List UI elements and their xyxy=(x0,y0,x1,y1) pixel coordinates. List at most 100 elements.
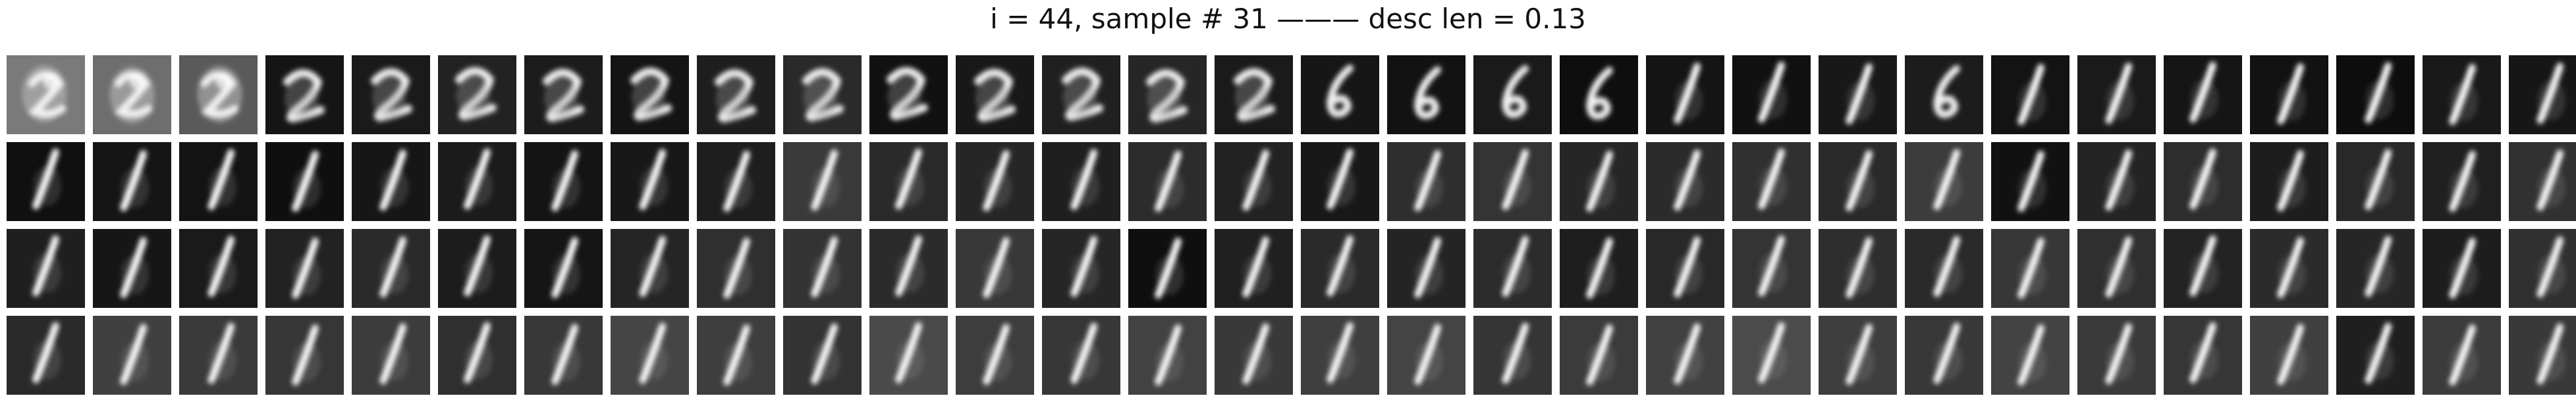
sample-thumbnail xyxy=(1905,55,1983,134)
sample-thumbnail xyxy=(1473,55,1552,134)
sample-thumbnail xyxy=(2164,142,2242,221)
sample-thumbnail xyxy=(1819,142,1897,221)
sample-thumbnail xyxy=(2336,142,2415,221)
sample-thumbnail xyxy=(1387,229,1466,308)
sample-thumbnail xyxy=(438,229,516,308)
sample-thumbnail xyxy=(783,142,862,221)
sample-thumbnail xyxy=(1732,316,1811,395)
sample-thumbnail xyxy=(352,229,430,308)
sample-thumbnail xyxy=(2077,229,2156,308)
sample-thumbnail xyxy=(1473,229,1552,308)
sample-thumbnail xyxy=(438,316,516,395)
sample-thumbnail xyxy=(1301,229,1379,308)
sample-thumbnail xyxy=(869,229,948,308)
sample-thumbnail xyxy=(1387,55,1466,134)
sample-thumbnail xyxy=(1301,55,1379,134)
sample-thumbnail xyxy=(1301,142,1379,221)
sample-thumbnail xyxy=(956,316,1034,395)
sample-thumbnail xyxy=(611,229,689,308)
sample-thumbnail xyxy=(1646,316,1724,395)
sample-thumbnail xyxy=(783,229,862,308)
sample-thumbnail xyxy=(1215,229,1293,308)
sample-thumbnail xyxy=(524,316,603,395)
sample-thumbnail xyxy=(352,55,430,134)
sample-thumbnail xyxy=(1128,316,1207,395)
sample-thumbnail xyxy=(2077,142,2156,221)
sample-thumbnail xyxy=(93,316,171,395)
sample-thumbnail xyxy=(1819,229,1897,308)
sample-thumbnail xyxy=(1905,229,1983,308)
sample-thumbnail xyxy=(2336,55,2415,134)
sample-thumbnail xyxy=(179,55,258,134)
sample-thumbnail xyxy=(697,142,775,221)
sample-thumbnail xyxy=(869,316,948,395)
sample-thumbnail xyxy=(7,55,85,134)
sample-thumbnail xyxy=(1301,316,1379,395)
sample-thumbnail xyxy=(1905,142,1983,221)
sample-thumbnail xyxy=(1905,316,1983,395)
sample-thumbnail xyxy=(438,55,516,134)
sample-thumbnail xyxy=(2423,316,2501,395)
sample-thumbnail xyxy=(1646,229,1724,308)
sample-thumbnail xyxy=(2336,229,2415,308)
sample-thumbnail xyxy=(1215,55,1293,134)
sample-thumbnail xyxy=(1473,142,1552,221)
sample-thumbnail xyxy=(1819,55,1897,134)
sample-thumbnail xyxy=(93,142,171,221)
sample-thumbnail xyxy=(2509,142,2576,221)
sample-thumbnail xyxy=(1732,55,1811,134)
sample-thumbnail xyxy=(1042,229,1120,308)
sample-thumbnail xyxy=(1042,142,1120,221)
sample-thumbnail xyxy=(611,142,689,221)
sample-thumbnail xyxy=(1128,229,1207,308)
sample-thumbnail xyxy=(2250,55,2328,134)
sample-thumbnail xyxy=(1560,316,1638,395)
sample-thumbnail xyxy=(2077,55,2156,134)
sample-thumbnail xyxy=(2423,142,2501,221)
sample-thumbnail xyxy=(956,229,1034,308)
sample-thumbnail xyxy=(1732,142,1811,221)
sample-thumbnail xyxy=(611,316,689,395)
sample-thumbnail xyxy=(1215,142,1293,221)
sample-thumbnail xyxy=(438,142,516,221)
sample-thumbnail xyxy=(1646,55,1724,134)
sample-thumbnail xyxy=(956,55,1034,134)
sample-thumbnail xyxy=(697,229,775,308)
sample-thumbnail xyxy=(179,142,258,221)
sample-thumbnail xyxy=(783,316,862,395)
sample-thumbnail xyxy=(265,55,344,134)
sample-thumbnail xyxy=(1991,142,2069,221)
sample-thumbnail xyxy=(869,55,948,134)
sample-thumbnail xyxy=(869,142,948,221)
sample-thumbnail xyxy=(1387,142,1466,221)
sample-thumbnail xyxy=(956,142,1034,221)
sample-thumbnail xyxy=(2077,316,2156,395)
sample-thumbnail xyxy=(1128,55,1207,134)
sample-thumbnail xyxy=(2509,229,2576,308)
sample-thumbnail xyxy=(2509,55,2576,134)
sample-thumbnail xyxy=(524,55,603,134)
sample-thumbnail xyxy=(1560,229,1638,308)
sample-thumbnail xyxy=(7,229,85,308)
sample-thumbnail xyxy=(7,142,85,221)
sample-thumbnail xyxy=(1732,229,1811,308)
sample-thumbnail xyxy=(1991,55,2069,134)
sample-thumbnail xyxy=(352,316,430,395)
sample-thumbnail xyxy=(1128,142,1207,221)
sample-thumbnail xyxy=(1560,142,1638,221)
sample-thumbnail xyxy=(524,229,603,308)
sample-thumbnail xyxy=(179,229,258,308)
sample-thumbnail xyxy=(93,229,171,308)
sample-thumbnail xyxy=(2164,229,2242,308)
sample-thumbnail xyxy=(179,316,258,395)
sample-thumbnail xyxy=(524,142,603,221)
sample-thumbnail xyxy=(1991,229,2069,308)
sample-thumbnail xyxy=(2423,229,2501,308)
sample-thumbnail xyxy=(93,55,171,134)
sample-thumbnail xyxy=(2509,316,2576,395)
sample-thumbnail xyxy=(7,316,85,395)
sample-thumbnail xyxy=(1042,316,1120,395)
sample-thumbnail xyxy=(1473,316,1552,395)
sample-thumbnail xyxy=(1387,316,1466,395)
